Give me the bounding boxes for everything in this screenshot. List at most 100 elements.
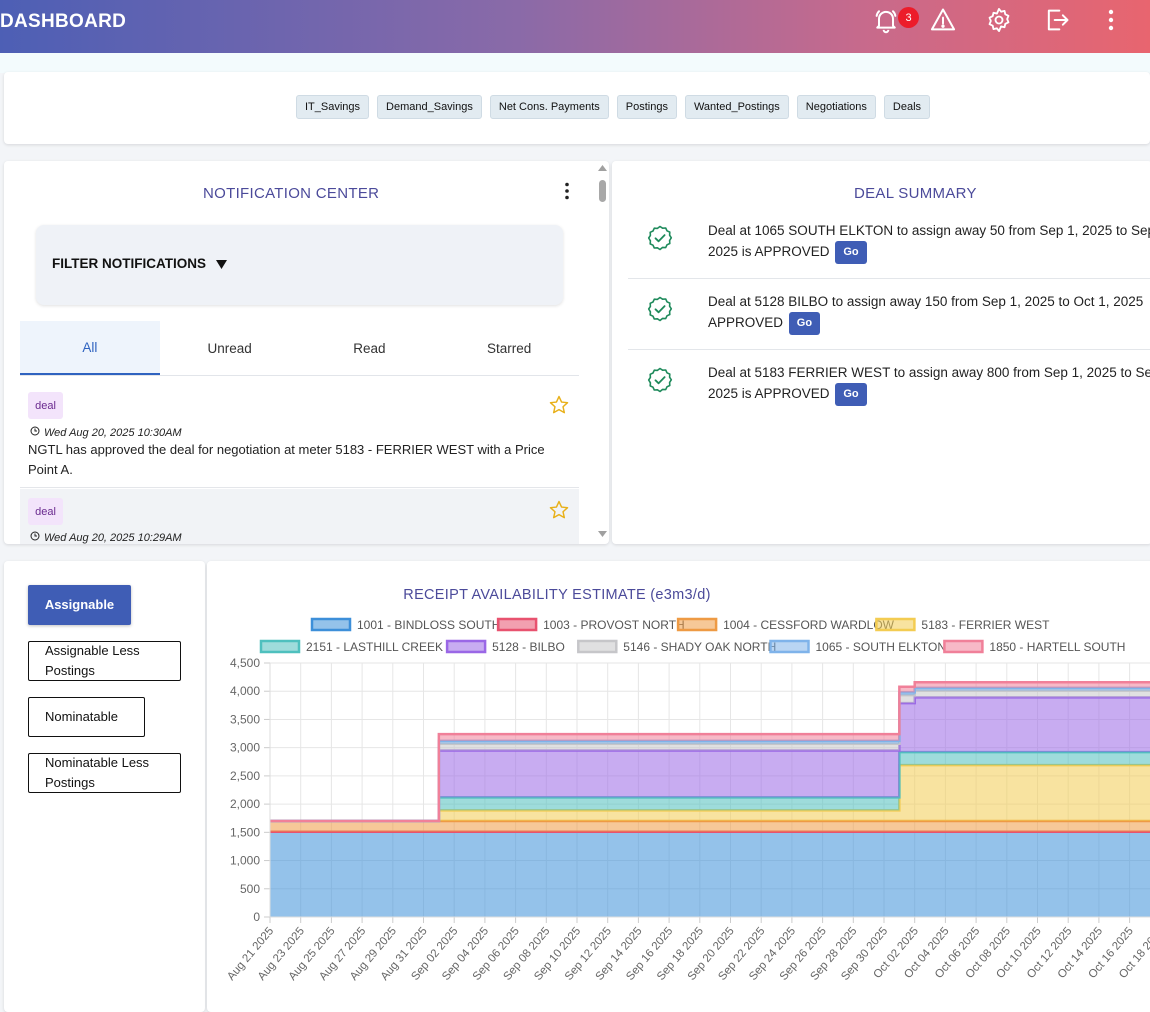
tab-starred[interactable]: Starred [486, 340, 532, 356]
y-tick-label: 2,500 [230, 769, 260, 783]
y-tick-label: 1,500 [230, 825, 260, 839]
deal-row: Deal at 5128 BILBO to assign away 150 fr… [628, 280, 1150, 350]
legend-swatch [875, 617, 916, 632]
deal-description: Deal at 5183 FERRIER WEST to assign away… [708, 365, 1150, 402]
go-button[interactable]: Go [835, 241, 867, 264]
legend-label: 1850 - HARTELL SOUTH [989, 640, 1125, 654]
assignable-less-postings-button[interactable]: Assignable Less Postings [28, 641, 181, 681]
notification-menu-icon[interactable] [564, 182, 570, 205]
caret-down-icon [215, 257, 227, 272]
star-icon[interactable] [548, 499, 570, 521]
legend-swatch [943, 639, 984, 654]
bell-icon[interactable] [871, 5, 901, 35]
legend-swatch [496, 617, 538, 632]
tab-unread[interactable]: Unread [207, 340, 252, 356]
notification-message: NGTL has approved the deal for negotiati… [28, 442, 545, 477]
notification-time-text: Wed Aug 20, 2025 10:30AM [44, 426, 182, 439]
legend-swatch [769, 639, 810, 654]
tab-read[interactable]: Read [353, 340, 386, 356]
tag-postings[interactable]: Postings [616, 95, 677, 119]
notification-tabs: All Unread Read Starred [20, 321, 579, 376]
deal-summary-panel: DEAL SUMMARY Deal at 1065 SOUTH ELKTON t… [612, 161, 1150, 544]
notification-count-badge: 3 [898, 7, 919, 28]
y-tick-label: 500 [240, 882, 260, 896]
legend-swatch [445, 639, 487, 654]
notification-category-chip: deal [28, 392, 63, 419]
series-area [270, 752, 1150, 822]
notification-timestamp: Wed Aug 20, 2025 10:30AM [30, 426, 182, 439]
tag-negotiations[interactable]: Negotiations [796, 95, 876, 119]
nominatable-less-postings-button[interactable]: Nominatable Less Postings [28, 753, 181, 793]
notification-time-text: Wed Aug 20, 2025 10:29AM [44, 531, 182, 544]
app-header: DASHBOARD 3 [0, 0, 1150, 53]
series-area [270, 821, 1150, 832]
legend-swatch [259, 639, 301, 654]
notification-scrollbar[interactable] [596, 163, 608, 543]
legend-label: 1065 - SOUTH ELKTON [816, 640, 947, 654]
chart-title: RECEIPT AVAILABILITY ESTIMATE (e3m3/d) [403, 587, 710, 603]
page-title: DASHBOARD [0, 11, 127, 32]
deal-text-block: Deal at 5183 FERRIER WEST to assign away… [708, 362, 1150, 406]
check-circle-icon [646, 224, 674, 252]
y-tick-label: 4,500 [230, 656, 260, 670]
deal-row: Deal at 5183 FERRIER WEST to assign away… [628, 351, 1150, 421]
more-vertical-icon[interactable] [1096, 5, 1126, 35]
warning-icon[interactable] [928, 5, 958, 35]
tab-all[interactable]: All [20, 321, 160, 375]
legend-swatch [310, 617, 352, 632]
clock-icon [30, 531, 40, 544]
filter-notifications-box[interactable]: FILTER NOTIFICATIONS [36, 225, 563, 305]
y-tick-label: 0 [253, 910, 260, 924]
legend-label: 2151 - LASTHILL CREEK [306, 640, 443, 654]
deal-text-block: Deal at 5128 BILBO to assign away 150 fr… [708, 291, 1150, 335]
clock-icon [30, 426, 40, 439]
receipt-availability-chart: RECEIPT AVAILABILITY ESTIMATE (e3m3/d) 10… [225, 587, 1150, 983]
filter-notifications-label: FILTER NOTIFICATIONS [52, 256, 206, 271]
notification-center-title: NOTIFICATION CENTER [203, 185, 380, 202]
tag-it-savings[interactable]: IT_Savings [296, 95, 370, 119]
y-tick-label: 2,000 [230, 797, 260, 811]
shortcut-tag-bar: IT_Savings Demand_Savings Net Cons. Paym… [4, 72, 1150, 144]
gear-icon[interactable] [984, 5, 1014, 35]
header-divider-strip [0, 53, 1150, 73]
receipt-availability-chart-panel: RECEIPT AVAILABILITY ESTIMATE (e3m3/d) 10… [207, 561, 1150, 1012]
logout-icon[interactable] [1042, 5, 1072, 35]
notification-category-chip: deal [28, 498, 63, 525]
assignable-button[interactable]: Assignable [28, 585, 131, 625]
legend-label: 1001 - BINDLOSS SOUTH [357, 618, 500, 632]
y-tick-label: 3,000 [230, 741, 260, 755]
legend-label: 1004 - CESSFORD WARDLOW [723, 618, 895, 632]
y-tick-label: 1,000 [230, 854, 260, 868]
star-icon[interactable] [548, 394, 570, 416]
series-area [270, 765, 1150, 822]
deal-text-block: Deal at 1065 SOUTH ELKTON to assign away… [708, 220, 1150, 264]
check-circle-icon [646, 295, 674, 323]
legend-label: 5183 - FERRIER WEST [921, 618, 1050, 632]
series-area [270, 831, 1150, 917]
deal-description: Deal at 1065 SOUTH ELKTON to assign away… [708, 223, 1150, 260]
notification-center-panel: NOTIFICATION CENTER FILTER NOTIFICATIONS… [4, 161, 609, 544]
y-tick-label: 3,500 [230, 712, 260, 726]
notification-item[interactable]: deal Wed Aug 20, 2025 10:29AM [20, 489, 579, 544]
legend-label: 1003 - PROVOST NORTH [543, 618, 685, 632]
tag-demand-savings[interactable]: Demand_Savings [377, 95, 482, 119]
y-tick-label: 4,000 [230, 684, 260, 698]
go-button[interactable]: Go [788, 312, 821, 335]
tag-wanted-postings[interactable]: Wanted_Postings [684, 95, 789, 119]
legend-swatch [676, 617, 718, 632]
tag-net-cons-payments[interactable]: Net Cons. Payments [489, 95, 609, 119]
availability-mode-panel: Assignable Assignable Less Postings Nomi… [4, 561, 205, 1012]
notification-timestamp: Wed Aug 20, 2025 10:29AM [30, 531, 182, 544]
legend-swatch [577, 639, 618, 654]
legend-label: 5128 - BILBO [492, 640, 565, 654]
nominatable-button[interactable]: Nominatable [28, 697, 145, 737]
deal-summary-title: DEAL SUMMARY [854, 185, 977, 202]
go-button[interactable]: Go [835, 383, 867, 406]
series-line [270, 680, 1150, 823]
tag-deals[interactable]: Deals [883, 95, 931, 119]
series-area [270, 697, 1150, 822]
filter-notifications-toggle[interactable]: FILTER NOTIFICATIONS [52, 256, 227, 272]
notification-item[interactable]: deal Wed Aug 20, 2025 10:30AM NGTL has a… [20, 377, 579, 488]
scrollbar-thumb[interactable] [599, 180, 606, 202]
deal-description: Deal at 5128 BILBO to assign away 150 fr… [708, 294, 1144, 331]
